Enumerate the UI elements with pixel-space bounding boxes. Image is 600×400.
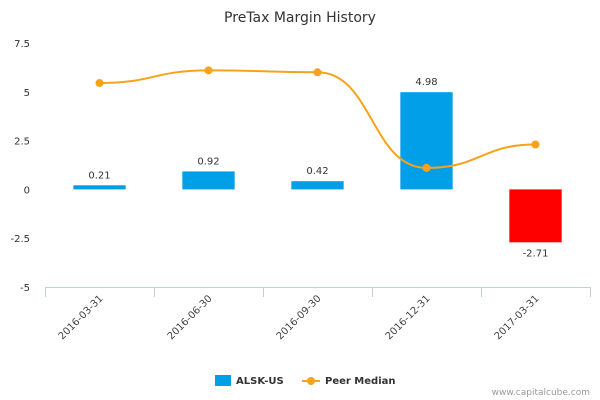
bar (73, 185, 126, 190)
bar-series-alsk-us (73, 92, 562, 243)
peer-median-point (531, 140, 540, 149)
x-axis: 2016-03-31 2016-06-30 2016-09-30 2016-12-31… (45, 287, 591, 342)
bar-data-labels: 0.21 0.92 0.42 4.98 -2.71 (88, 77, 548, 259)
bar-data-label: 0.92 (197, 156, 219, 167)
y-tick-label: -5 (20, 283, 30, 294)
x-tick-label: 2016-06-30 (166, 293, 215, 342)
chart-title: PreTax Margin History (224, 10, 376, 26)
bar (400, 92, 453, 190)
y-tick-label: 5 (24, 88, 30, 99)
credit-text: www.capitalcube.com (492, 388, 590, 398)
bar-data-label: 0.42 (306, 166, 328, 177)
x-tick-label: 2016-12-31 (384, 293, 433, 342)
bar-data-label: -2.71 (523, 248, 549, 259)
line-series-peer-median (95, 66, 540, 172)
peer-median-point (422, 163, 431, 172)
bar (509, 189, 562, 243)
x-tick-label: 2016-03-31 (57, 293, 106, 342)
peer-median-point (204, 66, 213, 75)
y-tick-label: -2.5 (10, 234, 30, 245)
x-tick-label: 2017-03-31 (493, 293, 542, 342)
legend: ALSK-US Peer Median (215, 375, 396, 387)
bar-data-label: 0.21 (88, 170, 110, 181)
peer-median-line (99, 69, 536, 169)
x-tick-label: 2016-09-30 (275, 293, 324, 342)
legend-marker-peer-median (307, 377, 315, 385)
peer-median-point (313, 68, 322, 77)
y-axis: 7.5 5 2.5 0 -2.5 -5 (10, 39, 30, 294)
legend-label-alsk-us: ALSK-US (236, 376, 284, 387)
peer-median-point (95, 79, 104, 88)
y-tick-label: 2.5 (14, 137, 30, 148)
y-tick-label: 0 (24, 185, 30, 196)
legend-swatch-alsk-us (215, 375, 231, 386)
bar (291, 181, 344, 190)
y-tick-label: 7.5 (14, 39, 30, 50)
bar-data-label: 4.98 (415, 77, 437, 88)
bar (182, 171, 235, 190)
legend-label-peer-median: Peer Median (325, 376, 396, 387)
